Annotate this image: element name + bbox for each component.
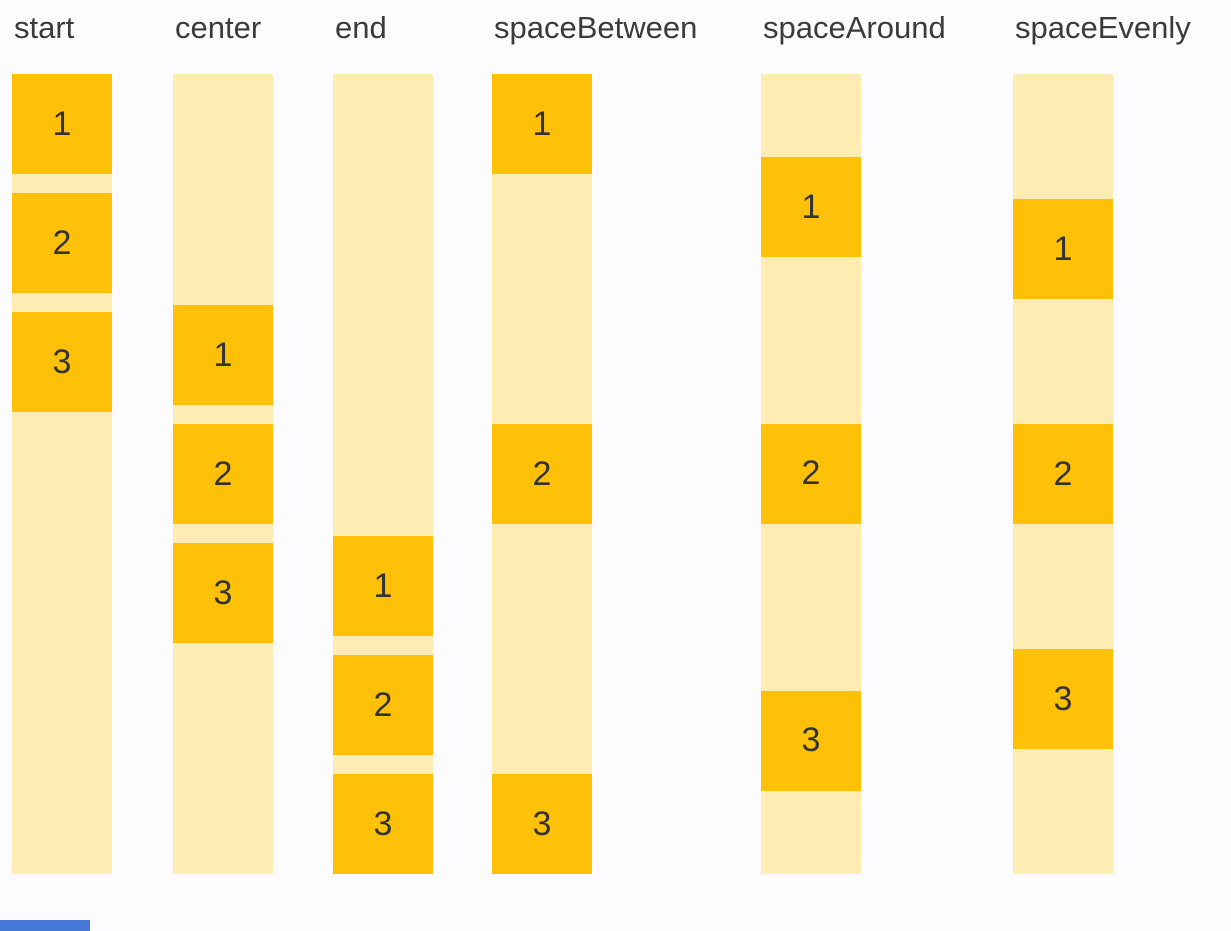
flex-track: 1 2 3 [333, 74, 433, 874]
column-label: spaceBetween [494, 10, 698, 45]
alignment-cell-center: center 1 2 3 [173, 0, 273, 880]
flex-item: 3 [333, 774, 433, 874]
flex-item: 1 [333, 536, 433, 636]
flex-track: 1 2 3 [761, 74, 861, 874]
alignment-cell-spaceEvenly: spaceEvenly 1 2 3 [1013, 0, 1191, 880]
alignment-cell-spaceBetween: spaceBetween 1 2 3 [492, 0, 697, 880]
flex-item: 2 [333, 655, 433, 755]
flex-item: 1 [12, 74, 112, 174]
flex-item: 3 [1013, 649, 1113, 749]
bottom-left-bar [0, 920, 90, 931]
flex-item: 3 [492, 774, 592, 874]
flex-item: 2 [1013, 424, 1113, 524]
alignment-cell-spaceAround: spaceAround 1 2 3 [761, 0, 946, 880]
flex-track: 1 2 3 [173, 74, 273, 874]
flex-item: 2 [173, 424, 273, 524]
column-label: spaceEvenly [1015, 10, 1191, 45]
flex-item: 3 [761, 690, 861, 791]
flex-track: 1 2 3 [492, 74, 592, 874]
column-label: spaceAround [763, 10, 946, 45]
flex-track: 1 2 3 [12, 74, 112, 874]
flex-item: 2 [761, 423, 861, 524]
flex-item: 3 [12, 312, 112, 412]
flex-item: 2 [12, 193, 112, 293]
alignment-cell-end: end 1 2 3 [333, 0, 433, 880]
flex-item: 2 [492, 424, 592, 524]
flex-item: 1 [492, 74, 592, 174]
column-label: end [335, 10, 387, 45]
alignment-cell-start: start 1 2 3 [12, 0, 112, 880]
flex-item: 1 [1013, 199, 1113, 299]
flex-track: 1 2 3 [1013, 74, 1113, 874]
column-label: start [14, 10, 75, 45]
flex-item: 1 [173, 305, 273, 405]
flex-item: 3 [173, 543, 273, 643]
flex-item: 1 [761, 157, 861, 258]
column-label: center [175, 10, 262, 45]
